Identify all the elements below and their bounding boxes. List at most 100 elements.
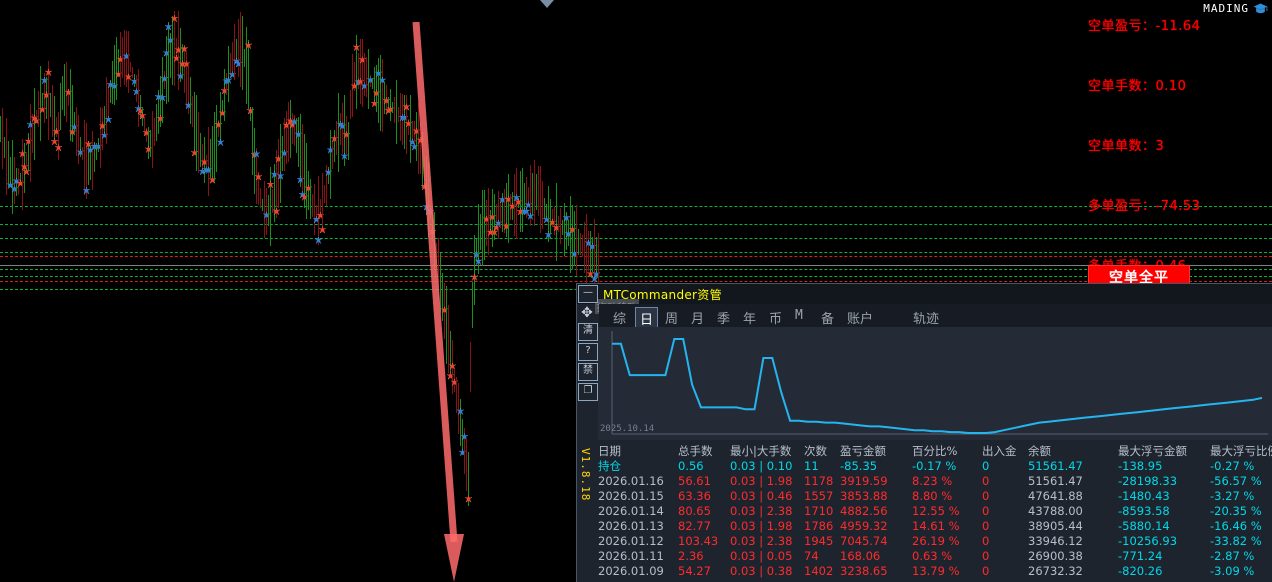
- tab-6[interactable]: 币: [769, 312, 783, 327]
- candle: [232, 42, 233, 74]
- table-cell: 0: [982, 489, 990, 503]
- table-cell: -10256.93: [1118, 534, 1178, 548]
- candle: [196, 95, 197, 171]
- candle: [50, 92, 51, 118]
- candle: [468, 452, 469, 506]
- table-cell: -8593.58: [1118, 504, 1170, 518]
- trade-marker: [175, 46, 182, 54]
- tab-0[interactable]: 综: [613, 312, 627, 327]
- trade-marker: [223, 77, 230, 85]
- candle: [162, 57, 163, 124]
- trade-marker: [117, 55, 124, 63]
- table-row[interactable]: 2026.01.14 80.65 0.03 | 2.38 1710 4882.56 12.…: [598, 504, 1272, 519]
- trade-marker: [549, 218, 556, 226]
- candle: [28, 132, 29, 172]
- tab-3[interactable]: 月: [691, 312, 705, 327]
- tab-7[interactable]: M: [795, 308, 803, 323]
- tab-9[interactable]: 账户: [847, 312, 874, 327]
- table-cell: -771.24: [1118, 549, 1163, 563]
- table-cell: 2026.01.09: [598, 564, 664, 578]
- candle: [592, 236, 593, 273]
- table-row[interactable]: 2026.01.11 2.36 0.03 | 0.05 74 168.06 0.63 % 0…: [598, 549, 1272, 564]
- candle: [158, 90, 159, 135]
- table-row[interactable]: 2026.01.09 54.27 0.03 | 0.38 1402 3238.65 13.…: [598, 564, 1272, 579]
- trade-marker: [291, 118, 298, 126]
- trade-marker: [515, 198, 522, 206]
- trade-marker: [7, 181, 14, 189]
- table-row[interactable]: 2026.01.16 56.61 0.03 | 1.98 1178 3919.59 8.2…: [598, 474, 1272, 489]
- trade-marker: [483, 215, 490, 223]
- candle: [314, 184, 315, 236]
- candle: [102, 107, 103, 150]
- trade-marker: [589, 242, 596, 250]
- candle: [494, 194, 495, 240]
- candle: [520, 170, 521, 233]
- candle: [556, 183, 557, 262]
- disable-icon[interactable]: 禁: [578, 363, 598, 381]
- candle: [272, 189, 273, 213]
- table-cell: 0.63 %: [912, 549, 953, 563]
- minimize-icon[interactable]: —: [578, 285, 598, 303]
- candle: [32, 113, 33, 153]
- candle: [356, 35, 357, 110]
- clear-icon[interactable]: 清: [578, 323, 598, 341]
- table-cell: 23493.67: [1028, 579, 1083, 581]
- candle: [306, 142, 307, 220]
- tab-10[interactable]: 轨迹: [913, 312, 940, 327]
- panel-icon-rail[interactable]: — ✥ 清 ? 禁 ❐: [576, 283, 598, 403]
- trade-marker: [183, 60, 190, 68]
- candle: [458, 383, 459, 435]
- tab-8[interactable]: 备: [821, 312, 835, 327]
- table-row[interactable]: 2026.01.13 82.77 0.03 | 1.98 1786 4959.32 14.…: [598, 519, 1272, 534]
- candle: [64, 63, 65, 116]
- candle: [4, 137, 5, 159]
- tab-1[interactable]: 日: [635, 307, 659, 330]
- table-cell: 持仓: [598, 459, 621, 473]
- trade-marker: [517, 208, 524, 216]
- candle: [72, 85, 73, 143]
- panel-titlebar[interactable]: MTCommander资管 拖动移改: [577, 284, 1272, 314]
- trade-marker: [161, 75, 168, 83]
- trade-marker: [375, 69, 382, 77]
- candle: [54, 95, 55, 141]
- candle: [474, 235, 475, 305]
- candle: [410, 94, 411, 164]
- candle: [364, 53, 365, 97]
- candle: [554, 205, 555, 235]
- trade-marker: [177, 72, 184, 80]
- candle: [284, 118, 285, 171]
- candle: [140, 95, 141, 120]
- equity-curve-chart[interactable]: [598, 327, 1272, 440]
- candle: [282, 136, 283, 171]
- candle: [564, 202, 565, 256]
- move-icon[interactable]: ✥: [581, 305, 593, 321]
- trade-marker: [401, 114, 408, 122]
- candle: [464, 428, 465, 474]
- table-row[interactable]: 2026.01.15 63.36 0.03 | 0.46 1557 3853.88 8.8…: [598, 489, 1272, 504]
- restore-icon[interactable]: ❐: [578, 383, 598, 401]
- candle: [428, 161, 429, 237]
- column-header: 余额: [1028, 444, 1051, 458]
- table-row[interactable]: 2026.01.08 47.22 0.03 | 1.38 1053 3493.67 17.…: [598, 579, 1272, 581]
- tab-4[interactable]: 季: [717, 312, 731, 327]
- candle: [312, 193, 313, 218]
- help-icon[interactable]: ?: [578, 343, 598, 361]
- table-row[interactable]: 2026.01.12 103.43 0.03 | 2.38 1945 7045.74 26…: [598, 534, 1272, 549]
- candle: [84, 120, 85, 196]
- candle: [252, 107, 253, 175]
- candle: [288, 101, 289, 162]
- candle: [508, 174, 509, 244]
- candle: [470, 341, 471, 393]
- candle: [36, 110, 37, 122]
- tab-5[interactable]: 年: [743, 312, 757, 327]
- candle: [242, 15, 243, 90]
- table-cell: 0.03 | 1.38: [730, 579, 792, 581]
- candle: [104, 106, 105, 134]
- panel-tab-bar[interactable]: 综日周月季年币 M 备账户 轨迹: [599, 304, 1272, 330]
- candle: [366, 56, 367, 97]
- tab-2[interactable]: 周: [665, 312, 679, 327]
- table-row[interactable]: 持仓 0.56 0.03 | 0.10 11 -85.35 -0.17 % 0 51561.4…: [598, 459, 1272, 474]
- candle: [116, 37, 117, 100]
- readout-short-count: 空单单数：3: [1088, 139, 1165, 154]
